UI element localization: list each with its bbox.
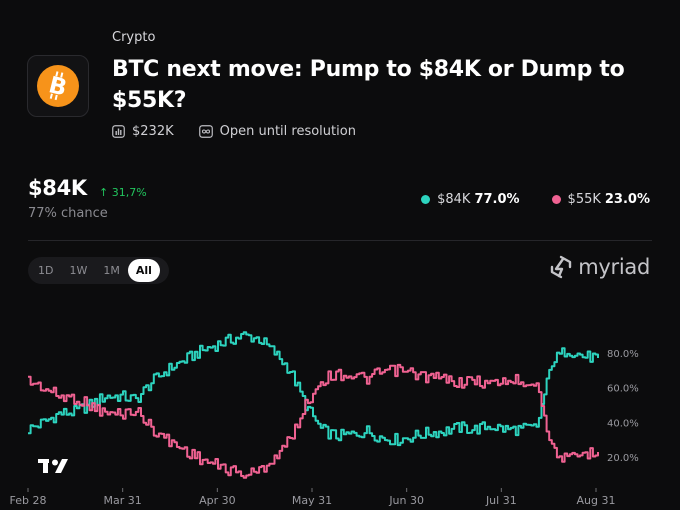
range-all-button[interactable]: All (127, 259, 160, 282)
infinity-icon (198, 125, 213, 138)
series-line-55k (28, 363, 599, 479)
x-tick-label: Mar 31 (104, 494, 142, 507)
divider (28, 240, 652, 241)
series-line-84k (28, 331, 599, 447)
y-tick-label: 20.0% (607, 453, 639, 464)
x-tick-label: Jul 31 (485, 494, 517, 507)
x-tick-label: Jun 30 (388, 494, 424, 507)
range-1d-button[interactable]: 1D (38, 264, 54, 277)
tradingview-logo-icon (38, 459, 68, 473)
legend-value: 23.0% (604, 192, 650, 207)
x-tick-label: Apr 30 (199, 494, 236, 507)
legend-label: $84K (437, 192, 471, 207)
status-text: Open until resolution (219, 124, 356, 139)
range-1w-button[interactable]: 1W (69, 264, 88, 277)
legend-label: $55K (567, 192, 601, 207)
legend-dot (421, 195, 431, 204)
range-1m-button[interactable]: 1M (103, 264, 120, 277)
status-item: Open until resolution (198, 124, 356, 139)
market-title: BTC next move: Pump to $84K or Dump to $… (112, 57, 625, 113)
range-selector: 1D 1W 1M All (28, 257, 169, 284)
legend-dot (551, 195, 561, 204)
chance-text: 77% chance (28, 206, 108, 221)
legend-item-55k[interactable]: $55K 23.0% (551, 192, 650, 207)
x-tick-label: Feb 28 (10, 494, 47, 507)
market-logo: B (27, 55, 89, 117)
price-change: ↑ 31,7% (99, 186, 147, 199)
volume-item: $232K (112, 124, 174, 139)
volume-value: $232K (132, 124, 174, 139)
legend-item-84k[interactable]: $84K 77.0% (421, 192, 520, 207)
outcome-legend: $84K 77.0% $55K 23.0% (421, 192, 650, 207)
x-tick-label: Aug 31 (577, 494, 616, 507)
bitcoin-icon: B (37, 65, 79, 107)
current-price: $84K (28, 176, 87, 200)
y-tick-label: 40.0% (607, 418, 639, 429)
x-tick-label: May 31 (292, 494, 332, 507)
bar-chart-icon (112, 125, 125, 138)
category-label[interactable]: Crypto (112, 30, 156, 45)
y-tick-label: 60.0% (607, 384, 639, 395)
market-meta: $232K Open until resolution (112, 124, 356, 139)
myriad-logo-icon (551, 255, 572, 279)
y-tick-label: 80.0% (607, 349, 639, 360)
brand-logo: myriad (550, 255, 650, 279)
legend-value: 77.0% (474, 192, 520, 207)
brand-name: myriad (578, 255, 650, 279)
